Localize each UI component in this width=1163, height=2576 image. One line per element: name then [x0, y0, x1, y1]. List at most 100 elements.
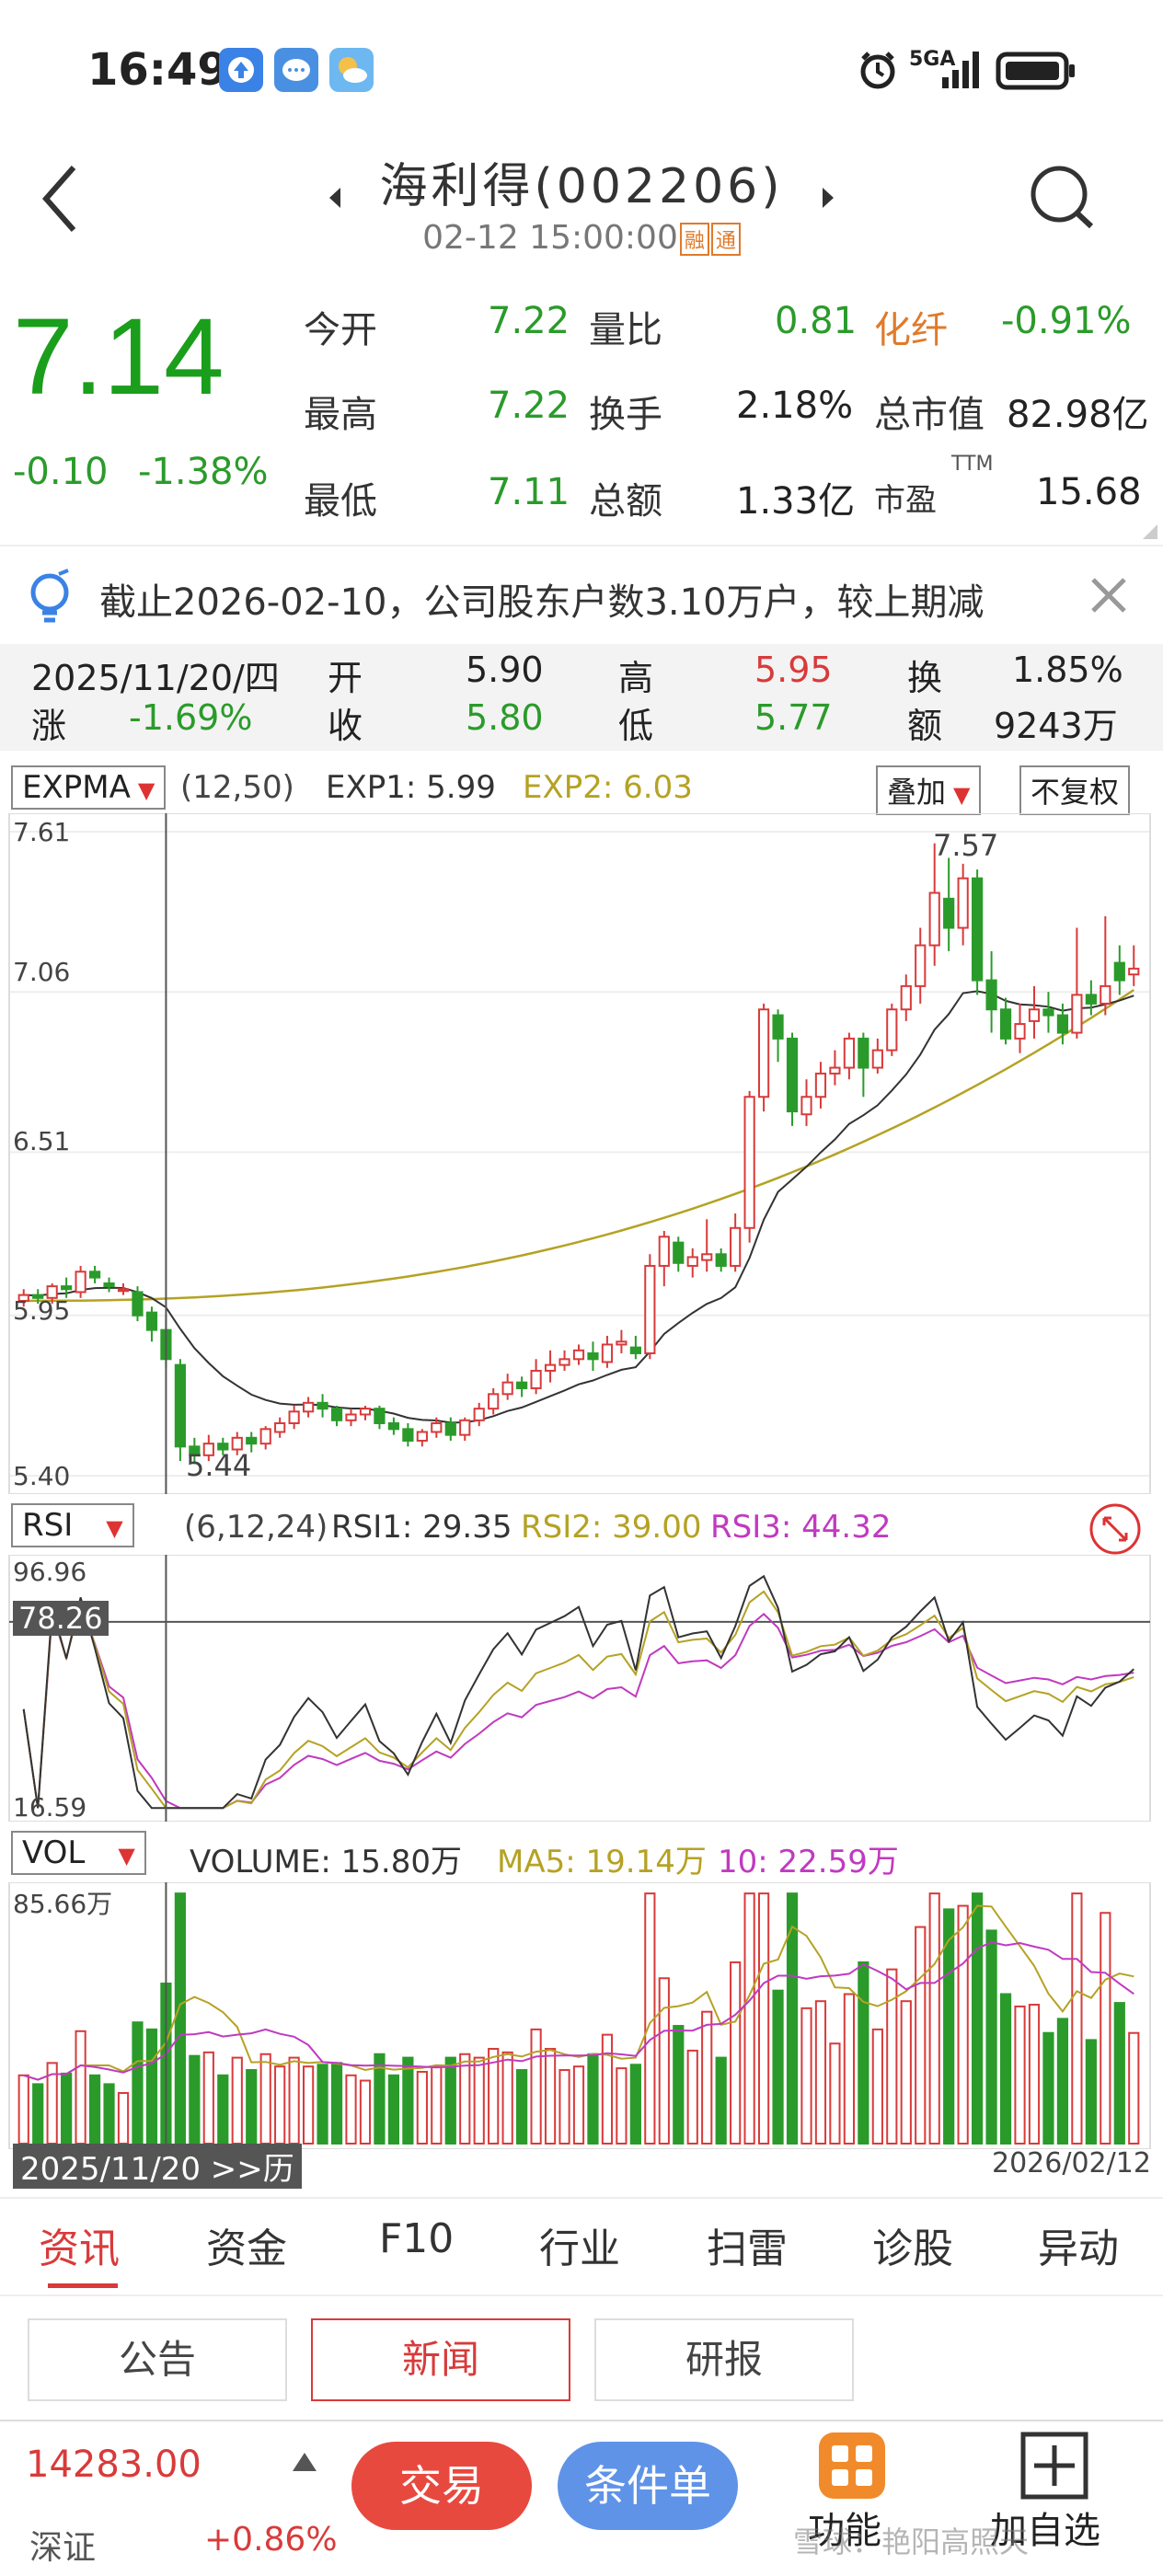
candle — [886, 1003, 898, 1056]
volume-value: VOLUME: 15.80万 — [190, 1844, 462, 1880]
fullscreen-icon[interactable] — [1088, 1501, 1143, 1560]
index-up-icon — [291, 2451, 318, 2477]
prev-stock-icon[interactable] — [326, 184, 344, 215]
candle — [32, 1289, 44, 1305]
volume-bar — [246, 2069, 258, 2145]
subtab-research[interactable]: 研报 — [594, 2318, 854, 2401]
volume-bar — [957, 1904, 969, 2145]
volume-bar — [17, 2074, 29, 2145]
main-y-4: 5.95 — [13, 1295, 71, 1326]
condition-order-button[interactable]: 条件单 — [558, 2442, 738, 2530]
volume-bar — [673, 2025, 685, 2145]
candle — [488, 1387, 500, 1415]
candle — [629, 1335, 641, 1360]
volume-bar — [345, 2074, 357, 2145]
rights-toggle[interactable]: 不复权 — [1019, 765, 1131, 815]
volume-bar — [858, 1961, 869, 2145]
candle — [473, 1402, 485, 1427]
back-icon[interactable] — [37, 162, 83, 239]
add-watchlist-icon[interactable] — [1019, 2431, 1089, 2504]
candle — [459, 1417, 471, 1441]
candle — [814, 1062, 827, 1109]
function-icon[interactable] — [815, 2429, 889, 2506]
tab-news-info[interactable]: 资讯 — [39, 2225, 120, 2272]
volume-bar — [843, 1993, 856, 2145]
notice-text[interactable]: 截止2026-02-10，公司股东户数3.10万户，较上期减 — [99, 581, 985, 624]
overlay-select[interactable]: 叠加 ▼ — [876, 765, 982, 815]
main-indicator-select[interactable]: EXPMA ▼ — [11, 765, 167, 810]
volume-bar — [999, 1993, 1012, 2145]
volume-bar — [488, 2048, 500, 2145]
turnover-label: 换手 — [589, 394, 662, 436]
volume-bar — [231, 2056, 243, 2145]
volume-ratio-value: 0.81 — [775, 300, 858, 342]
rsi-indicator-select[interactable]: RSI ▼ — [11, 1503, 134, 1547]
vol-ma5-line — [23, 1904, 1134, 2081]
candle — [88, 1265, 101, 1283]
kinfo-chg-label: 涨 — [31, 706, 67, 746]
kinfo-chg: -1.69% — [129, 697, 253, 738]
rsi-crosshair-value: 78.26 — [13, 1601, 109, 1636]
candle — [246, 1432, 258, 1453]
volume-bar — [444, 2056, 456, 2145]
index-value[interactable]: 14283.00 — [26, 2444, 202, 2486]
kinfo-amt: 9243万 — [994, 706, 1118, 746]
candle — [217, 1437, 229, 1455]
candle — [673, 1236, 685, 1272]
history-link[interactable]: 2025/11/20 >>历 — [13, 2144, 302, 2189]
next-stock-icon[interactable] — [819, 184, 837, 215]
expand-corner-icon[interactable] — [1141, 523, 1159, 545]
volume-bar — [900, 2000, 912, 2145]
sector-label[interactable]: 化纤 — [874, 309, 948, 351]
kline-info-panel — [0, 644, 1163, 751]
tab-diagnosis[interactable]: 诊股 — [872, 2225, 953, 2272]
volume-bar — [202, 2051, 214, 2145]
candle — [587, 1341, 599, 1371]
volume-bar — [1100, 1912, 1111, 2145]
volume-bar — [103, 2083, 115, 2145]
trade-button[interactable]: 交易 — [351, 2442, 532, 2530]
volume-bar — [387, 2074, 400, 2145]
candle — [701, 1219, 713, 1272]
candle — [1028, 985, 1041, 1039]
volume-bar — [259, 2053, 271, 2145]
alarm-icon — [856, 48, 900, 96]
tab-risk-scan[interactable]: 扫雷 — [707, 2225, 788, 2272]
add-watchlist-label[interactable]: 加自选 — [990, 2510, 1100, 2552]
candle — [259, 1426, 271, 1450]
open-value: 7.22 — [488, 300, 570, 342]
rsi-chart[interactable] — [0, 1555, 1163, 1822]
candle — [858, 1032, 869, 1098]
upload-icon — [219, 48, 263, 92]
volume-bar — [928, 1892, 940, 2145]
candle — [501, 1374, 513, 1400]
search-icon[interactable] — [1029, 164, 1097, 236]
candle — [530, 1359, 542, 1395]
candle — [416, 1429, 428, 1447]
vol-indicator-select[interactable]: VOL ▼ — [11, 1831, 146, 1875]
candle — [431, 1417, 443, 1438]
volume-bar — [189, 2054, 201, 2145]
subtab-announcement[interactable]: 公告 — [28, 2318, 287, 2401]
volume-chart[interactable] — [0, 1882, 1163, 2149]
candle — [871, 1038, 883, 1074]
tab-funds[interactable]: 资金 — [206, 2225, 287, 2272]
main-y-2: 7.06 — [13, 957, 71, 987]
low-label: 最低 — [304, 480, 377, 523]
volume-bar — [416, 2070, 428, 2145]
tab-movement[interactable]: 异动 — [1038, 2225, 1119, 2272]
subtab-news[interactable]: 新闻 — [311, 2318, 570, 2401]
close-icon[interactable] — [1088, 574, 1130, 620]
exp2-line — [23, 988, 1134, 1303]
volume-bar — [757, 1892, 770, 2145]
signal-icon — [920, 48, 986, 96]
candle — [1128, 945, 1140, 986]
volume-bar — [117, 2091, 130, 2145]
volume-bar — [544, 2048, 557, 2145]
tab-f10[interactable]: F10 — [379, 2215, 455, 2262]
candle — [189, 1437, 201, 1465]
function-label[interactable]: 功能 — [808, 2510, 881, 2552]
candle — [957, 863, 969, 946]
tab-industry[interactable]: 行业 — [539, 2225, 620, 2272]
candlestick-chart[interactable] — [0, 813, 1163, 1494]
